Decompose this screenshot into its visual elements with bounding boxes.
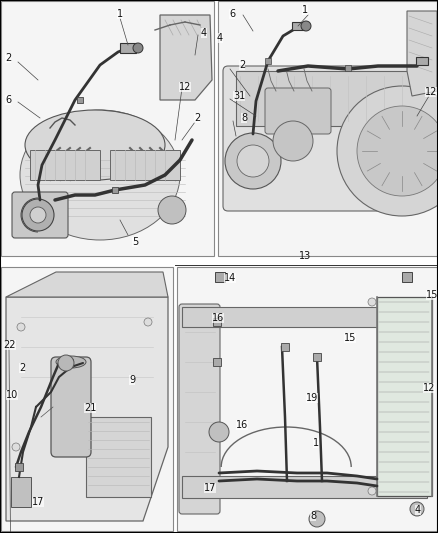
Bar <box>377 297 432 496</box>
Circle shape <box>337 86 438 216</box>
Bar <box>313 353 321 361</box>
Polygon shape <box>160 15 212 100</box>
Text: 17: 17 <box>32 497 44 507</box>
Text: 4: 4 <box>217 33 223 43</box>
Text: 6: 6 <box>229 9 235 19</box>
Text: 2: 2 <box>5 53 11 63</box>
Circle shape <box>17 323 25 331</box>
FancyBboxPatch shape <box>265 88 331 134</box>
Text: 4: 4 <box>201 28 207 38</box>
Text: 8: 8 <box>310 511 316 521</box>
Bar <box>402 272 412 282</box>
Text: 1: 1 <box>117 9 123 19</box>
Bar <box>86 417 151 497</box>
Text: 17: 17 <box>204 483 216 493</box>
Ellipse shape <box>20 110 180 240</box>
Text: 12: 12 <box>423 383 435 393</box>
Text: 12: 12 <box>425 87 437 97</box>
Circle shape <box>368 298 376 306</box>
Text: 10: 10 <box>6 390 18 400</box>
Text: 13: 13 <box>299 251 311 261</box>
Circle shape <box>410 502 424 516</box>
Text: 19: 19 <box>306 393 318 403</box>
Circle shape <box>12 443 20 451</box>
Circle shape <box>209 422 229 442</box>
Bar <box>65 359 73 367</box>
Text: 16: 16 <box>212 313 224 323</box>
Text: 2: 2 <box>194 113 200 123</box>
Bar <box>15 463 23 471</box>
Text: 8: 8 <box>241 113 247 123</box>
Polygon shape <box>6 297 168 521</box>
Text: 6: 6 <box>5 95 11 105</box>
Bar <box>236 71 415 126</box>
Circle shape <box>158 196 186 224</box>
Text: 14: 14 <box>224 273 236 283</box>
Text: 15: 15 <box>426 290 438 300</box>
Bar <box>218 1 437 256</box>
Circle shape <box>357 106 438 196</box>
FancyBboxPatch shape <box>51 357 91 457</box>
Bar <box>177 267 437 531</box>
Circle shape <box>309 511 325 527</box>
Bar <box>292 22 304 30</box>
Circle shape <box>273 121 313 161</box>
Bar <box>416 57 428 65</box>
Text: 5: 5 <box>132 237 138 247</box>
Bar <box>110 150 180 180</box>
Circle shape <box>368 487 376 495</box>
FancyBboxPatch shape <box>223 66 422 211</box>
Bar <box>215 272 225 282</box>
Text: 2: 2 <box>239 60 245 70</box>
Text: 31: 31 <box>233 91 245 101</box>
Text: 12: 12 <box>179 82 191 92</box>
Circle shape <box>30 207 46 223</box>
Circle shape <box>144 318 152 326</box>
Ellipse shape <box>56 356 86 368</box>
Bar <box>281 343 289 351</box>
Polygon shape <box>6 272 168 297</box>
Text: 1: 1 <box>302 5 308 15</box>
Circle shape <box>22 199 54 231</box>
Text: 1: 1 <box>313 438 319 448</box>
Ellipse shape <box>25 110 165 180</box>
Text: 21: 21 <box>84 403 96 413</box>
Text: 16: 16 <box>236 420 248 430</box>
Circle shape <box>58 355 74 371</box>
Bar <box>182 476 427 498</box>
Circle shape <box>237 145 269 177</box>
Bar <box>213 358 221 366</box>
Text: 22: 22 <box>4 340 16 350</box>
Text: 9: 9 <box>129 375 135 385</box>
Bar <box>1 1 214 256</box>
Text: 2: 2 <box>19 363 25 373</box>
Bar <box>30 150 100 180</box>
Bar <box>120 43 136 53</box>
Circle shape <box>225 133 281 189</box>
Text: 15: 15 <box>344 333 356 343</box>
FancyBboxPatch shape <box>12 192 68 238</box>
Bar <box>182 307 427 327</box>
Bar <box>213 318 221 326</box>
Bar <box>112 187 118 193</box>
Bar <box>1 267 173 531</box>
Circle shape <box>301 21 311 31</box>
Bar <box>265 58 271 64</box>
Text: 4: 4 <box>415 505 421 515</box>
Polygon shape <box>407 11 437 96</box>
Bar <box>77 97 83 103</box>
FancyBboxPatch shape <box>179 304 220 514</box>
Bar <box>345 65 351 71</box>
Circle shape <box>133 43 143 53</box>
Bar <box>11 477 31 507</box>
